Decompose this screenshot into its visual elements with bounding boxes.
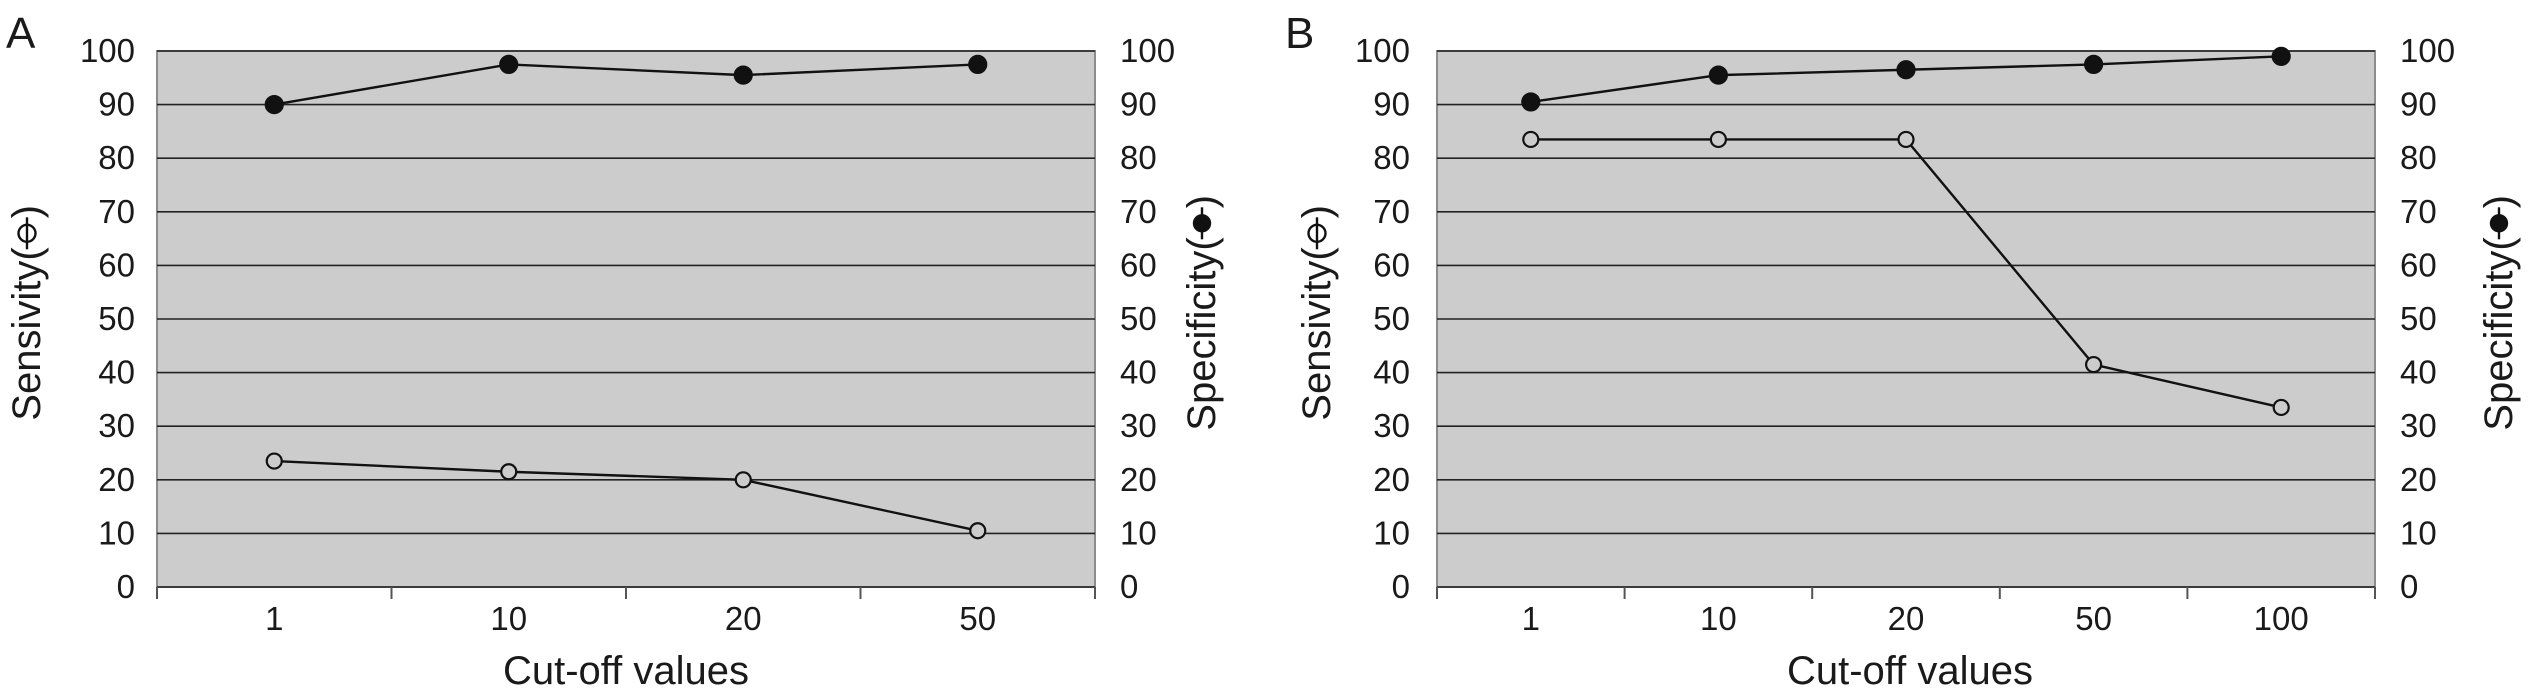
y-tick-label-left: 30 — [1373, 407, 1410, 444]
sensitivity-point — [1897, 130, 1915, 149]
y-tick-label-left: 0 — [117, 568, 135, 605]
x-tick-label: 1 — [265, 600, 283, 637]
x-axis-title: Cut-off values — [1787, 649, 2033, 693]
sensitivity-point — [734, 471, 752, 489]
closing-paren: ) — [5, 205, 49, 218]
y-tick-label-right: 40 — [2400, 354, 2437, 391]
y-axis-title-right-text: Specificity( — [2477, 237, 2521, 431]
closing-paren: ) — [1180, 195, 1224, 208]
y-tick-label-left: 30 — [98, 407, 135, 444]
panel-letter-b: B — [1285, 9, 1314, 58]
specificity-point — [1521, 92, 1541, 112]
y-tick-label-left: 10 — [98, 514, 135, 551]
y-tick-label-right: 30 — [2400, 407, 2437, 444]
y-tick-label-left: 100 — [80, 32, 135, 69]
y-tick-label-right: 10 — [1120, 514, 1157, 551]
y-tick-label-right: 90 — [1120, 86, 1157, 123]
y-axis-title-right: Specificity() — [2477, 195, 2521, 431]
y-tick-label-right: 80 — [2400, 139, 2437, 176]
x-tick-label: 20 — [1888, 600, 1925, 637]
specificity-point — [733, 65, 753, 85]
y-tick-label-left: 80 — [98, 139, 135, 176]
closing-paren: ) — [1295, 205, 1339, 218]
y-tick-label-left: 40 — [98, 354, 135, 391]
x-axis-title: Cut-off values — [503, 649, 749, 693]
x-tick-label: 20 — [725, 600, 762, 637]
y-tick-label-left: 80 — [1373, 139, 1410, 176]
y-tick-label-right: 50 — [1120, 300, 1157, 337]
y-axis-title-left: Sensivity() — [1295, 205, 1339, 421]
y-tick-label-right: 70 — [2400, 193, 2437, 230]
y-tick-label-right: 60 — [1120, 246, 1157, 283]
y-tick-label-right: 60 — [2400, 246, 2437, 283]
y-tick-label-right: 0 — [1120, 568, 1138, 605]
y-axis-title-right: Specificity() — [1180, 195, 1224, 431]
y-tick-label-left: 20 — [98, 461, 135, 498]
y-tick-label-right: 40 — [1120, 354, 1157, 391]
open-circle-legend-icon: ) — [5, 205, 49, 250]
chart-panel-b: 0 0 10 10 20 20 30 30 40 40 50 50 60 60 70 70 80 80 90 90 10… — [1285, 9, 2521, 693]
y-tick-label-left: 50 — [1373, 300, 1410, 337]
specificity-point — [264, 94, 284, 115]
sensitivity-point — [1709, 130, 1728, 149]
sensitivity-point — [265, 452, 283, 470]
y-tick-label-right: 20 — [2400, 461, 2437, 498]
y-tick-label-left: 60 — [98, 246, 135, 283]
y-tick-label-right: 30 — [1120, 407, 1157, 444]
filled-circle-legend-icon: ) — [2477, 195, 2521, 240]
y-tick-label-left: 70 — [1373, 193, 1410, 230]
y-tick-label-left: 70 — [98, 193, 135, 230]
y-tick-label-left: 50 — [98, 300, 135, 337]
y-tick-label-right: 100 — [2400, 32, 2455, 69]
panel-letter-a: A — [6, 9, 36, 58]
y-tick-label-left: 100 — [1355, 32, 1410, 69]
y-axis-title-right-text: Specificity( — [1180, 237, 1224, 431]
y-tick-label-left: 60 — [1373, 246, 1410, 283]
specificity-point — [2084, 54, 2104, 75]
y-tick-label-left: 90 — [98, 86, 135, 123]
sensitivity-point — [969, 522, 987, 540]
y-tick-label-right: 70 — [1120, 193, 1157, 230]
y-axis-title-left: Sensivity() — [5, 205, 49, 421]
y-axis-title-left-text: Sensivity( — [1295, 247, 1339, 421]
y-tick-label-right: 80 — [1120, 139, 1157, 176]
x-tick-label: 1 — [1522, 600, 1540, 637]
x-tick-label: 50 — [959, 600, 996, 637]
y-tick-label-left: 40 — [1373, 354, 1410, 391]
y-tick-label-left: 20 — [1373, 461, 1410, 498]
specificity-point — [968, 54, 988, 75]
specificity-point — [2271, 46, 2291, 66]
sensitivity-point — [2085, 355, 2103, 374]
y-tick-label-right: 0 — [2400, 568, 2418, 605]
y-tick-label-right: 10 — [2400, 514, 2437, 551]
filled-circle-legend-icon: ) — [1180, 195, 1224, 240]
open-circle-legend-icon: ) — [1295, 205, 1339, 250]
y-tick-label-left: 0 — [1392, 568, 1410, 605]
specificity-point — [499, 54, 519, 75]
x-tick-label: 50 — [2075, 600, 2112, 637]
y-tick-label-right: 50 — [2400, 300, 2437, 337]
x-tick-label: 100 — [2254, 600, 2309, 637]
y-tick-label-right: 100 — [1120, 32, 1175, 69]
y-axis-title-left-text: Sensivity( — [5, 247, 49, 421]
y-tick-label-right: 20 — [1120, 461, 1157, 498]
y-tick-label-right: 90 — [2400, 86, 2437, 123]
closing-paren: ) — [2477, 195, 2521, 208]
sensitivity-point — [2272, 398, 2290, 417]
chart-panel-a: 0 0 10 10 20 20 30 30 40 40 50 50 60 60 70 70 80 80 90 90 10… — [5, 9, 1224, 693]
x-tick-label: 10 — [490, 600, 527, 637]
sensitivity-point — [500, 463, 518, 481]
specificity-point — [1896, 60, 1916, 80]
x-tick-label: 10 — [1700, 600, 1737, 637]
y-tick-label-left: 90 — [1373, 86, 1410, 123]
specificity-point — [1708, 65, 1729, 85]
sensitivity-series-line — [274, 459, 979, 532]
y-tick-label-left: 10 — [1373, 514, 1410, 551]
sensitivity-point — [1522, 130, 1540, 149]
specificity-series-line — [274, 63, 978, 106]
